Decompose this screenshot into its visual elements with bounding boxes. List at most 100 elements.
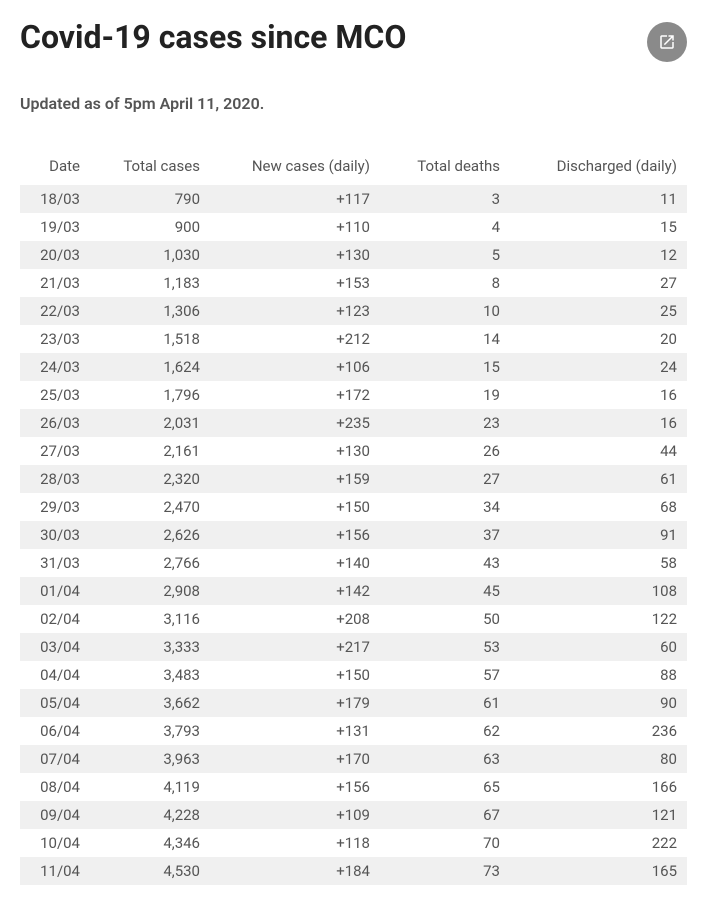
update-timestamp: Updated as of 5pm April 11, 2020.	[20, 94, 687, 113]
table-cell: 3,116	[90, 605, 210, 633]
table-row: 01/042,908+14245108	[20, 577, 687, 605]
table-cell: 31/03	[20, 549, 90, 577]
table-cell: 3	[380, 185, 510, 213]
table-cell: 16	[510, 381, 687, 409]
cases-table: Date Total cases New cases (daily) Total…	[20, 149, 687, 885]
table-cell: 91	[510, 521, 687, 549]
table-row: 22/031,306+1231025	[20, 297, 687, 325]
table-cell: 790	[90, 185, 210, 213]
table-cell: 50	[380, 605, 510, 633]
table-cell: +117	[210, 185, 380, 213]
table-cell: 73	[380, 857, 510, 885]
table-cell: 61	[380, 689, 510, 717]
table-cell: 122	[510, 605, 687, 633]
table-cell: 23	[380, 409, 510, 437]
table-row: 21/031,183+153827	[20, 269, 687, 297]
table-cell: 90	[510, 689, 687, 717]
table-cell: 3,662	[90, 689, 210, 717]
table-cell: +130	[210, 437, 380, 465]
table-cell: 2,031	[90, 409, 210, 437]
table-cell: +172	[210, 381, 380, 409]
table-row: 20/031,030+130512	[20, 241, 687, 269]
table-row: 02/043,116+20850122	[20, 605, 687, 633]
table-cell: 65	[380, 773, 510, 801]
table-cell: 1,624	[90, 353, 210, 381]
table-cell: 58	[510, 549, 687, 577]
table-row: 29/032,470+1503468	[20, 493, 687, 521]
table-cell: 4,346	[90, 829, 210, 857]
table-cell: 21/03	[20, 269, 90, 297]
table-cell: 108	[510, 577, 687, 605]
table-cell: 43	[380, 549, 510, 577]
table-cell: 15	[510, 213, 687, 241]
table-cell: 01/04	[20, 577, 90, 605]
table-header-row: Date Total cases New cases (daily) Total…	[20, 149, 687, 185]
table-cell: 5	[380, 241, 510, 269]
table-row: 10/044,346+11870222	[20, 829, 687, 857]
table-cell: 3,483	[90, 661, 210, 689]
table-cell: 24	[510, 353, 687, 381]
table-cell: 02/04	[20, 605, 90, 633]
table-cell: 19/03	[20, 213, 90, 241]
table-cell: +184	[210, 857, 380, 885]
table-cell: +118	[210, 829, 380, 857]
table-cell: 09/04	[20, 801, 90, 829]
table-cell: 27/03	[20, 437, 90, 465]
table-cell: 37	[380, 521, 510, 549]
table-cell: 10	[380, 297, 510, 325]
table-row: 26/032,031+2352316	[20, 409, 687, 437]
table-cell: 80	[510, 745, 687, 773]
table-cell: +235	[210, 409, 380, 437]
table-cell: 900	[90, 213, 210, 241]
table-cell: 07/04	[20, 745, 90, 773]
table-cell: +212	[210, 325, 380, 353]
table-cell: +123	[210, 297, 380, 325]
table-cell: 11/04	[20, 857, 90, 885]
table-cell: 63	[380, 745, 510, 773]
table-cell: 2,470	[90, 493, 210, 521]
table-cell: 2,766	[90, 549, 210, 577]
table-cell: +217	[210, 633, 380, 661]
table-cell: 61	[510, 465, 687, 493]
table-cell: +142	[210, 577, 380, 605]
table-cell: 70	[380, 829, 510, 857]
table-cell: 88	[510, 661, 687, 689]
table-cell: 10/04	[20, 829, 90, 857]
table-cell: +170	[210, 745, 380, 773]
col-header-deaths: Total deaths	[380, 149, 510, 185]
table-cell: 3,963	[90, 745, 210, 773]
table-cell: 4,530	[90, 857, 210, 885]
table-cell: +140	[210, 549, 380, 577]
table-cell: +131	[210, 717, 380, 745]
table-cell: +106	[210, 353, 380, 381]
table-cell: 27	[380, 465, 510, 493]
table-cell: 26	[380, 437, 510, 465]
table-cell: 236	[510, 717, 687, 745]
table-row: 09/044,228+10967121	[20, 801, 687, 829]
table-row: 03/043,333+2175360	[20, 633, 687, 661]
share-button[interactable]	[647, 22, 687, 62]
table-cell: 2,161	[90, 437, 210, 465]
table-cell: 26/03	[20, 409, 90, 437]
table-cell: 20	[510, 325, 687, 353]
table-cell: 166	[510, 773, 687, 801]
table-cell: 1,183	[90, 269, 210, 297]
table-cell: 04/04	[20, 661, 90, 689]
table-cell: 18/03	[20, 185, 90, 213]
table-row: 06/043,793+13162236	[20, 717, 687, 745]
table-cell: 25	[510, 297, 687, 325]
table-cell: 62	[380, 717, 510, 745]
table-cell: 165	[510, 857, 687, 885]
table-cell: +109	[210, 801, 380, 829]
table-cell: +156	[210, 521, 380, 549]
table-cell: 12	[510, 241, 687, 269]
table-cell: 23/03	[20, 325, 90, 353]
table-cell: 1,796	[90, 381, 210, 409]
table-row: 23/031,518+2121420	[20, 325, 687, 353]
table-cell: +110	[210, 213, 380, 241]
table-cell: 60	[510, 633, 687, 661]
table-row: 11/044,530+18473165	[20, 857, 687, 885]
table-row: 18/03790+117311	[20, 185, 687, 213]
table-cell: +150	[210, 661, 380, 689]
col-header-new: New cases (daily)	[210, 149, 380, 185]
